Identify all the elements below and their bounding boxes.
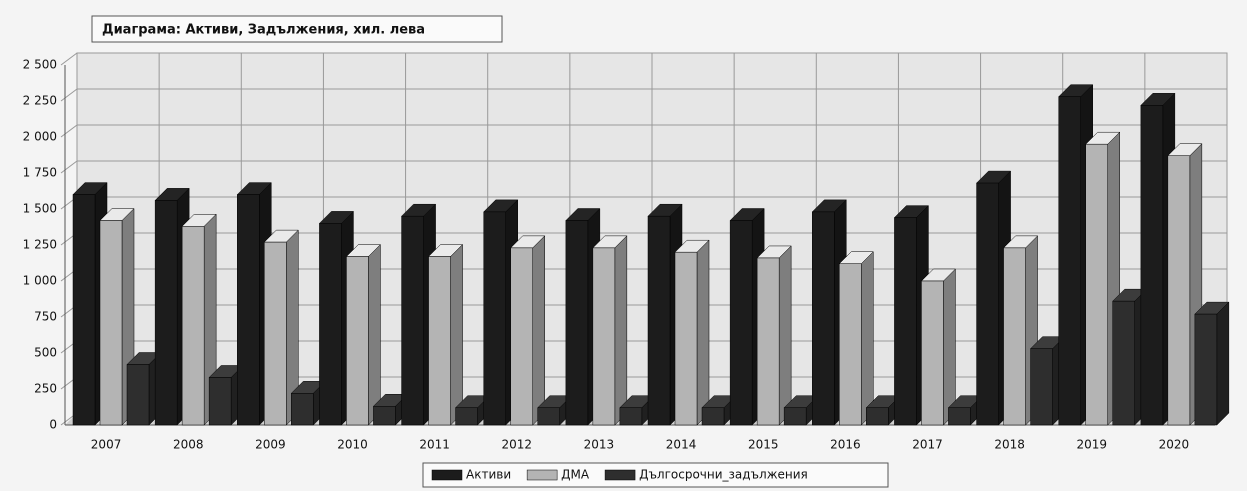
tick-mark xyxy=(60,160,78,174)
legend-box xyxy=(422,462,889,488)
x-tick-label: 2014 xyxy=(666,438,697,452)
bar xyxy=(208,377,232,426)
y-tick-label: 750 xyxy=(34,310,57,324)
x-tick-label: 2012 xyxy=(502,438,533,452)
bar xyxy=(99,220,123,426)
legend-swatch xyxy=(431,469,463,481)
bar xyxy=(756,257,780,426)
chart-title: Диаграма: Активи, Задължения, хил. лева xyxy=(102,23,425,38)
y-tick-label: 250 xyxy=(34,382,57,396)
bar xyxy=(373,406,396,426)
bar xyxy=(1058,96,1081,426)
bar xyxy=(483,211,506,426)
bar xyxy=(812,211,835,426)
bar xyxy=(181,226,205,426)
bar-side xyxy=(614,235,628,426)
bar xyxy=(592,247,616,426)
y-tick-label: 500 xyxy=(34,346,57,360)
x-tick-label: 2011 xyxy=(419,438,450,452)
legend-label: Активи xyxy=(466,468,511,482)
bar xyxy=(647,215,671,426)
tick-mark xyxy=(60,88,78,102)
bar xyxy=(729,220,753,426)
x-tick-label: 2019 xyxy=(1077,438,1108,452)
bar xyxy=(619,407,643,426)
x-tick-label: 2008 xyxy=(173,438,204,452)
bar-side xyxy=(696,239,710,426)
bar xyxy=(1003,247,1026,426)
title-box xyxy=(91,15,503,43)
y-tick-label: 2 000 xyxy=(23,130,57,144)
bar xyxy=(154,200,178,426)
bar-side xyxy=(943,268,956,426)
bar xyxy=(291,393,314,426)
legend-label: ДМА xyxy=(561,468,590,482)
bar-side xyxy=(861,251,874,426)
bar xyxy=(346,256,369,426)
tick-mark xyxy=(60,52,78,66)
y-tick-label: 0 xyxy=(49,418,57,432)
y-tick-label: 1 750 xyxy=(23,166,57,180)
tick-mark xyxy=(60,124,78,138)
bar xyxy=(1085,143,1108,426)
bar-side xyxy=(368,243,381,426)
bar xyxy=(674,251,698,426)
y-tick-label: 1 250 xyxy=(23,238,57,252)
bar xyxy=(455,407,478,426)
bar-side xyxy=(450,243,463,426)
x-tick-label: 2018 xyxy=(994,438,1025,452)
bar xyxy=(976,182,999,426)
y-tick-label: 1 500 xyxy=(23,202,57,216)
bar xyxy=(839,263,862,426)
bar xyxy=(319,223,342,426)
bar xyxy=(1140,105,1164,426)
bar xyxy=(510,247,533,426)
y-tick-label: 1 000 xyxy=(23,274,57,288)
y-tick-label: 2 250 xyxy=(23,94,57,108)
bar xyxy=(1112,300,1135,426)
bar xyxy=(237,194,260,426)
x-tick-label: 2017 xyxy=(912,438,943,452)
bar xyxy=(894,217,917,426)
bar-side xyxy=(532,235,545,426)
bar xyxy=(866,407,889,426)
bar xyxy=(126,364,150,426)
x-tick-label: 2016 xyxy=(830,438,861,452)
x-tick-label: 2013 xyxy=(584,438,615,452)
x-tick-label: 2015 xyxy=(748,438,779,452)
bar xyxy=(565,220,589,426)
bar-side xyxy=(1216,301,1230,426)
x-tick-label: 2020 xyxy=(1159,438,1190,452)
bar xyxy=(1167,155,1191,426)
legend-swatch xyxy=(604,469,636,481)
bar xyxy=(1194,313,1218,426)
bar xyxy=(783,407,807,426)
bar xyxy=(401,215,424,426)
bar xyxy=(1030,348,1053,426)
bar xyxy=(537,407,560,426)
x-tick-label: 2007 xyxy=(91,438,122,452)
bar xyxy=(948,407,971,426)
x-tick-label: 2009 xyxy=(255,438,286,452)
bar xyxy=(72,194,96,426)
bar xyxy=(921,280,944,426)
bar-side xyxy=(778,245,792,426)
y-tick-label: 2 500 xyxy=(23,58,57,72)
bar xyxy=(428,256,451,426)
x-tick-label: 2010 xyxy=(337,438,368,452)
bar xyxy=(701,407,725,426)
legend-label: Дългосрочни_задължения xyxy=(639,468,808,482)
bar xyxy=(264,241,287,426)
legend-swatch xyxy=(526,469,558,481)
